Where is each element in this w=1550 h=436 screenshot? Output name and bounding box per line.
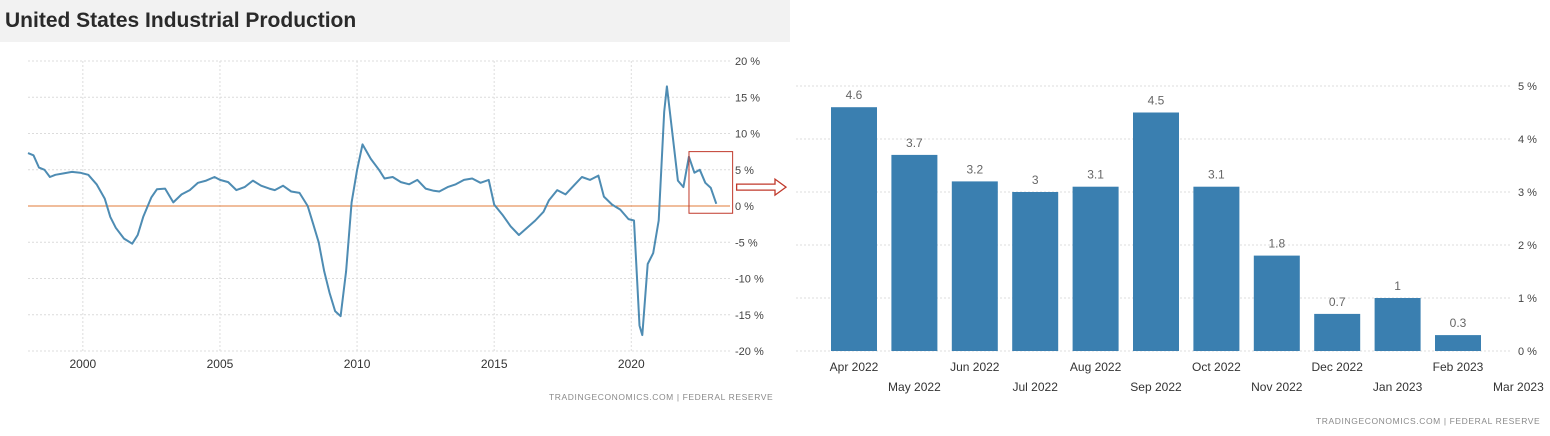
bar-value-label: 1.8 <box>1268 237 1285 251</box>
arrow-icon <box>735 177 788 197</box>
highlight-box <box>688 151 734 214</box>
bar-y-tick-label: 4 % <box>1518 134 1537 146</box>
y-tick-label: 10 % <box>735 129 760 141</box>
y-tick-label: -10 % <box>735 274 764 286</box>
bar-chart: 5 % 4 % 3 % 2 % 1 % 0 % 4.6 Apr 2022 3.7 May 2022… <box>796 81 1544 394</box>
y-tick-label: -5 % <box>735 237 758 249</box>
bar <box>1012 192 1059 351</box>
series-line <box>27 85 718 337</box>
page-title: United States Industrial Production <box>5 9 357 32</box>
bar-category-label: Jul 2022 <box>1013 380 1059 394</box>
bar <box>1435 335 1481 351</box>
bar-value-label: 1 <box>1394 279 1401 293</box>
bar-value-label: 3 <box>1032 173 1039 187</box>
bar <box>1314 313 1361 351</box>
bar <box>951 181 998 351</box>
title-bar: United States Industrial Production <box>0 0 790 42</box>
right-source-label: TRADINGECONOMICS.COM | FEDERAL RESERVE <box>1316 416 1541 426</box>
x-tick-label: 2020 <box>618 357 645 371</box>
bar-value-label: 3.7 <box>906 136 923 150</box>
bar-y-tick-label: 0 % <box>1518 346 1537 358</box>
bar <box>1253 255 1300 351</box>
bar-value-label: 4.6 <box>846 88 863 102</box>
bar-value-label: 0.7 <box>1329 295 1346 309</box>
bar-category-label: Aug 2022 <box>1070 360 1122 374</box>
bar-category-label: Sep 2022 <box>1130 380 1182 394</box>
bar-y-tick-label: 5 % <box>1518 81 1537 93</box>
x-tick-label: 2010 <box>344 357 371 371</box>
x-tick-label: 2015 <box>481 357 508 371</box>
bar-category-label: Apr 2022 <box>830 360 879 374</box>
y-tick-label: 20 % <box>735 56 760 68</box>
left-source-label: TRADINGECONOMICS.COM | FEDERAL RESERVE <box>549 392 774 402</box>
bar-category-label: Feb 2023 <box>1433 360 1484 374</box>
bar-value-label: 3.1 <box>1087 168 1104 182</box>
bar <box>1133 112 1179 351</box>
bar-category-label: Jan 2023 <box>1373 380 1423 394</box>
bar-value-label: 3.2 <box>966 162 983 176</box>
bar <box>831 107 877 351</box>
x-tick-label: 2000 <box>69 357 96 371</box>
bar-y-tick-label: 1 % <box>1518 293 1537 305</box>
x-tick-label: 2005 <box>207 357 234 371</box>
bar <box>1193 186 1240 351</box>
y-tick-label: 15 % <box>735 92 760 104</box>
bar-category-label: Mar 2023 <box>1493 380 1544 394</box>
y-tick-label: -15 % <box>735 310 764 322</box>
bar-category-label: Dec 2022 <box>1312 360 1364 374</box>
y-tick-label: 0 % <box>735 201 754 213</box>
y-tick-label: -20 % <box>735 346 764 358</box>
bar <box>1072 186 1119 351</box>
bar <box>1374 298 1421 351</box>
bar-value-label: 0.3 <box>1450 316 1467 330</box>
bar-category-label: May 2022 <box>888 380 941 394</box>
bar-category-label: Oct 2022 <box>1192 360 1241 374</box>
y-tick-label: 5 % <box>735 165 754 177</box>
bar-value-label: 4.5 <box>1148 94 1165 108</box>
line-chart: 20 % 15 % 10 % 5 % 0 % -5 % -10 % -15 % -20 % 200… <box>27 56 788 371</box>
bar-category-label: Nov 2022 <box>1251 380 1303 394</box>
bar <box>891 154 938 351</box>
bar-category-label: Jun 2022 <box>950 360 1000 374</box>
bar-value-label: 3.1 <box>1208 168 1225 182</box>
bar-y-tick-label: 2 % <box>1518 240 1537 252</box>
bar-y-tick-label: 3 % <box>1518 187 1537 199</box>
